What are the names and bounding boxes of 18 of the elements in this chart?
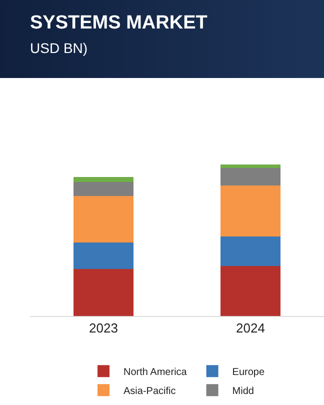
bar	[73, 196, 134, 242]
bar	[73, 242, 134, 269]
legend-label: North America	[124, 367, 188, 378]
chart-subtitle: USD BN)	[30, 40, 88, 56]
legend-label: Midd	[232, 386, 254, 398]
legend-label: Asia-Pacific	[124, 386, 176, 398]
bar	[220, 266, 281, 316]
chart-title: SYSTEMS MARKET	[30, 12, 208, 34]
x-tick-label: 2023	[89, 320, 118, 336]
bar	[220, 164, 281, 168]
bar	[73, 182, 134, 196]
x-tick-label: 2024	[236, 320, 265, 336]
bar	[73, 177, 134, 182]
legend-label: Europe	[232, 367, 265, 378]
bar	[73, 268, 134, 316]
bar	[220, 185, 281, 236]
bar	[220, 168, 281, 186]
bar	[220, 236, 281, 266]
